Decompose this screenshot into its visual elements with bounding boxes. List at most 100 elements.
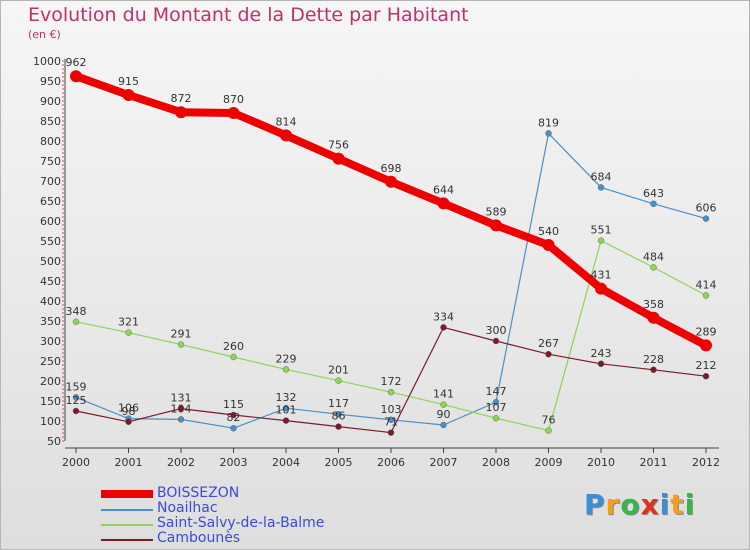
data-point-saint-salvy-de-la-balme (702, 292, 710, 299)
data-point-saint-salvy-de-la-balme (492, 415, 500, 422)
data-point-noailhac (545, 130, 552, 137)
data-label-camboun-s: 212 (696, 359, 717, 372)
legend-label-boissezon: BOISSEZON (157, 485, 240, 501)
data-point-boissezon (385, 175, 397, 188)
data-point-boissezon (332, 152, 345, 165)
legend-label-saint-salvy-de-la-balme: Saint-Salvy-de-la-Balme (157, 515, 325, 531)
data-label-camboun-s: 86 (332, 410, 346, 423)
data-point-camboun-s (545, 351, 552, 358)
data-point-saint-salvy-de-la-balme (387, 389, 395, 396)
data-label-camboun-s: 334 (433, 310, 454, 323)
data-label-camboun-s: 267 (538, 337, 559, 350)
data-label-camboun-s: 125 (66, 394, 87, 407)
x-tick-label: 2007 (430, 456, 458, 469)
data-point-camboun-s (230, 411, 237, 419)
chart-legend: BOISSEZON Noailhac Saint-Salvy-de-la-Balme… (101, 485, 421, 547)
logo-letter: i (684, 488, 696, 521)
data-point-boissezon (542, 239, 555, 251)
data-point-noailhac (230, 425, 237, 432)
data-label-camboun-s: 243 (591, 347, 612, 360)
x-tick-label: 2003 (220, 456, 248, 469)
data-label-camboun-s: 300 (486, 324, 507, 337)
legend-item-noailhac: Noailhac (101, 500, 421, 517)
data-label-noailhac: 643 (643, 187, 664, 200)
data-label-noailhac: 106 (118, 402, 139, 415)
data-point-boissezon (437, 197, 450, 210)
data-point-saint-salvy-de-la-balme (440, 401, 447, 408)
chart-title: Evolution du Montant de la Dette par Hab… (28, 4, 469, 26)
y-tick-label: 450 (40, 275, 61, 288)
data-label-camboun-s: 98 (122, 405, 136, 418)
data-label-saint-salvy-de-la-balme: 348 (66, 305, 87, 318)
data-label-boissezon: 814 (276, 115, 297, 128)
data-point-boissezon (122, 89, 135, 101)
data-label-saint-salvy-de-la-balme: 551 (591, 224, 612, 237)
x-tick-label: 2005 (325, 456, 353, 469)
data-point-noailhac (650, 200, 657, 208)
data-label-boissezon: 589 (486, 205, 507, 218)
data-point-saint-salvy-de-la-balme (177, 341, 185, 348)
legend-swatch-noailhac (101, 508, 153, 511)
data-point-boissezon (280, 129, 292, 142)
data-point-boissezon (700, 339, 712, 352)
chart-subtitle: (en €) (28, 28, 61, 41)
y-tick-label: 250 (40, 355, 61, 368)
data-point-camboun-s (125, 418, 132, 425)
data-point-noailhac (387, 416, 395, 423)
y-tick-label: 750 (40, 155, 61, 168)
data-label-boissezon: 870 (223, 93, 244, 106)
x-tick-label: 2009 (535, 456, 563, 469)
y-tick-label: 900 (40, 95, 61, 108)
data-point-boissezon (647, 311, 660, 324)
x-tick-label: 2004 (272, 456, 300, 469)
data-label-noailhac: 103 (381, 403, 402, 416)
data-point-camboun-s (72, 407, 80, 415)
data-label-saint-salvy-de-la-balme: 201 (328, 364, 349, 377)
x-tick-label: 2012 (692, 456, 720, 469)
logo-letter: t (670, 488, 685, 521)
legend-label-noailhac: Noailhac (157, 500, 218, 516)
data-point-camboun-s (387, 429, 395, 436)
x-tick-label: 2011 (640, 456, 668, 469)
data-label-saint-salvy-de-la-balme: 229 (276, 352, 297, 365)
data-point-saint-salvy-de-la-balme (282, 366, 290, 373)
logo-letter: o (620, 488, 641, 521)
data-point-boissezon (70, 70, 82, 83)
y-tick-label: 950 (40, 75, 61, 88)
data-label-noailhac: 819 (538, 116, 559, 129)
data-label-saint-salvy-de-la-balme: 321 (118, 316, 139, 329)
y-tick-label: 350 (40, 315, 61, 328)
logo-letter: P (584, 488, 606, 521)
x-tick-label: 2001 (115, 456, 143, 469)
data-point-saint-salvy-de-la-balme (72, 318, 80, 325)
data-label-camboun-s: 228 (643, 353, 664, 366)
y-tick-label: 100 (40, 415, 61, 428)
y-tick-label: 150 (40, 395, 61, 408)
y-tick-label: 850 (40, 115, 61, 128)
data-label-saint-salvy-de-la-balme: 414 (696, 278, 717, 291)
data-point-boissezon (175, 106, 187, 119)
data-point-noailhac (177, 416, 185, 423)
data-label-saint-salvy-de-la-balme: 260 (223, 340, 244, 353)
x-tick-label: 2000 (62, 456, 90, 469)
legend-swatch-camboun-s (101, 538, 153, 541)
data-label-saint-salvy-de-la-balme: 172 (381, 375, 402, 388)
data-point-camboun-s (440, 324, 447, 331)
data-point-noailhac (335, 411, 342, 418)
data-label-boissezon: 431 (591, 269, 612, 282)
data-point-saint-salvy-de-la-balme (335, 377, 342, 384)
data-point-camboun-s (650, 366, 657, 373)
legend-item-camboun-s: Cambounès (101, 530, 421, 547)
data-label-saint-salvy-de-la-balme: 141 (433, 388, 454, 401)
data-label-camboun-s: 101 (276, 404, 297, 417)
legend-swatch-saint-salvy-de-la-balme (101, 523, 153, 526)
data-label-boissezon: 915 (118, 75, 139, 88)
y-tick-label: 400 (40, 295, 61, 308)
y-tick-label: 300 (40, 335, 61, 348)
logo-letter: r (605, 488, 621, 521)
x-tick-label: 2008 (482, 456, 510, 469)
legend-item-saint-salvy-de-la-balme: Saint-Salvy-de-la-Balme (101, 515, 421, 532)
x-tick-label: 2006 (377, 456, 405, 469)
data-point-noailhac (282, 405, 290, 412)
y-tick-label: 700 (40, 175, 61, 188)
